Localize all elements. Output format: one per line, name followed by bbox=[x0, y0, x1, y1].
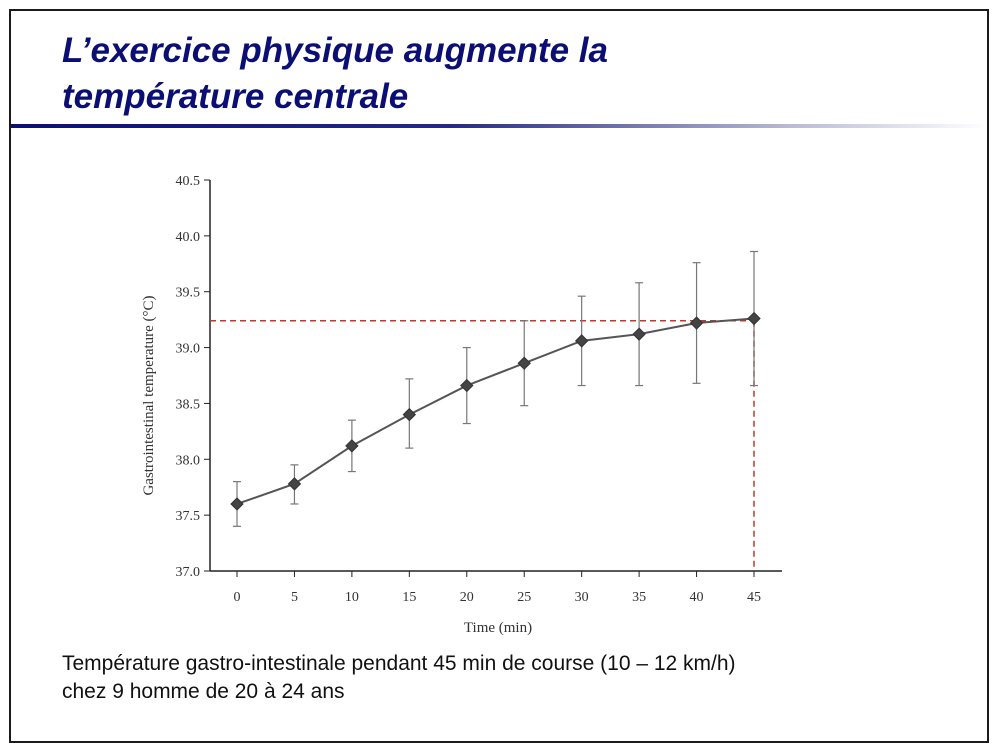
slide-title-line-2: température centrale bbox=[62, 77, 409, 116]
series-line bbox=[236, 317, 755, 505]
data-point bbox=[632, 327, 646, 341]
x-tick-label: 0 bbox=[234, 590, 241, 605]
slide-caption: Température gastro-intestinale pendant 4… bbox=[62, 650, 962, 706]
y-tick-label: 37.5 bbox=[176, 509, 201, 524]
y-axis-label: Gastrointestinal temperature (°C) bbox=[141, 295, 157, 495]
x-tick-label: 40 bbox=[690, 590, 704, 605]
data-point bbox=[517, 356, 531, 370]
data-point bbox=[460, 378, 474, 393]
x-tick-label: 45 bbox=[747, 590, 761, 605]
data-point bbox=[345, 439, 359, 453]
y-tick-label: 37.0 bbox=[176, 565, 201, 580]
slide-frame bbox=[9, 9, 989, 743]
x-tick-label: 15 bbox=[402, 590, 416, 605]
chart-axes: 37.0 37.5 38.0 38.5 39.0 39.5 40.0 40.5 0 5 10 15 20… bbox=[176, 174, 782, 605]
chart-series bbox=[230, 250, 761, 527]
reference-lines bbox=[210, 320, 755, 571]
data-point bbox=[287, 477, 302, 491]
x-tick-label: 20 bbox=[460, 590, 474, 605]
y-tick-label: 39.5 bbox=[176, 286, 201, 301]
x-axis-label: Time (min) bbox=[464, 620, 532, 636]
title-underline bbox=[11, 124, 987, 128]
x-tick-label: 5 bbox=[291, 590, 298, 605]
slide-title: L’exercice physique augmente la températ… bbox=[62, 28, 942, 120]
x-tick-label: 10 bbox=[345, 590, 359, 605]
data-point bbox=[747, 311, 761, 326]
y-tick-label: 40.0 bbox=[176, 230, 201, 245]
data-point bbox=[574, 334, 589, 348]
x-tick-label: 35 bbox=[632, 590, 646, 605]
slide-title-line-1: L’exercice physique augmente la bbox=[62, 31, 608, 70]
y-tick-label: 38.5 bbox=[176, 397, 201, 412]
x-tick-label: 30 bbox=[575, 590, 589, 605]
caption-line-2: chez 9 homme de 20 à 24 ans bbox=[62, 680, 345, 703]
y-tick-label: 38.0 bbox=[176, 453, 201, 468]
data-point bbox=[402, 407, 417, 422]
data-point bbox=[230, 497, 244, 511]
y-tick-label: 39.0 bbox=[176, 342, 201, 357]
data-point bbox=[689, 316, 704, 330]
caption-line-1: Température gastro-intestinale pendant 4… bbox=[62, 652, 736, 675]
y-tick-label: 40.5 bbox=[176, 174, 201, 189]
x-tick-label: 25 bbox=[517, 590, 531, 605]
